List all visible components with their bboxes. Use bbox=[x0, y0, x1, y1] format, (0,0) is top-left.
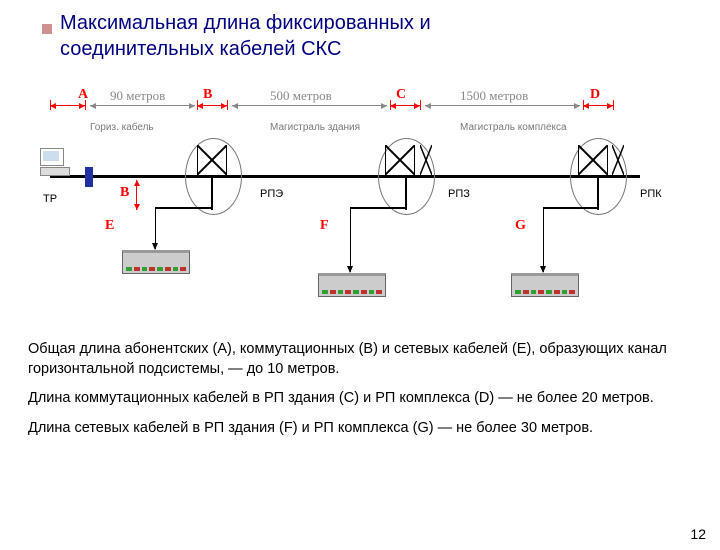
switch-icon bbox=[318, 273, 386, 297]
lbl-D: D bbox=[590, 87, 600, 103]
trunk-line bbox=[50, 175, 640, 178]
branch bbox=[155, 207, 213, 209]
computer-icon bbox=[40, 148, 70, 176]
scs-diagram: A 90 метров B 500 метров C 1500 метров D… bbox=[60, 85, 680, 325]
tick bbox=[197, 100, 198, 110]
arrow-90 bbox=[90, 105, 195, 106]
sub-mag-cmp: Магистраль комплекса bbox=[460, 122, 567, 133]
cross-connect-icon bbox=[578, 145, 608, 175]
sub-mag-bld: Магистраль здания bbox=[270, 122, 360, 133]
drop bbox=[155, 231, 156, 249]
tick bbox=[50, 100, 51, 110]
dist-1500: 1500 метров bbox=[460, 88, 528, 104]
drop bbox=[350, 207, 351, 272]
switch-icon bbox=[511, 273, 579, 297]
bullet-icon bbox=[42, 24, 52, 34]
abbr-rpe: РПЭ bbox=[260, 188, 283, 200]
lbl-A: A bbox=[78, 87, 88, 103]
cross-connect-icon bbox=[385, 145, 415, 175]
arrow-C bbox=[390, 105, 420, 106]
vline bbox=[155, 207, 156, 232]
lbl-G: G bbox=[515, 218, 526, 234]
arrow-D bbox=[583, 105, 613, 106]
tick bbox=[390, 100, 391, 110]
lbl-B2: B bbox=[120, 185, 129, 201]
drop bbox=[543, 207, 544, 272]
arrow-1500 bbox=[425, 105, 580, 106]
dist-500: 500 метров bbox=[270, 88, 332, 104]
arrow-Bv bbox=[136, 180, 137, 210]
branch bbox=[543, 207, 599, 209]
arrow-B bbox=[197, 105, 227, 106]
abbr-tr: ТР bbox=[43, 193, 57, 205]
lbl-B: B bbox=[203, 87, 212, 103]
tick bbox=[583, 100, 584, 110]
dist-90: 90 метров bbox=[110, 88, 165, 104]
abbr-rpz: РПЗ bbox=[448, 188, 470, 200]
sub-horiz: Гориз. кабель bbox=[90, 122, 154, 133]
tick bbox=[613, 100, 614, 110]
tick bbox=[85, 100, 86, 110]
para2: Длина коммутационных кабелей в РП здания… bbox=[28, 389, 692, 409]
wall-outlet-icon bbox=[85, 167, 93, 187]
switch-icon bbox=[122, 250, 190, 274]
cross-connect-icon bbox=[197, 145, 227, 175]
vline bbox=[211, 175, 213, 210]
title-line1: Максимальная длина фиксированных и bbox=[60, 12, 431, 34]
tick bbox=[227, 100, 228, 110]
lbl-E: E bbox=[105, 218, 114, 234]
abbr-rpk: РПК bbox=[640, 188, 662, 200]
title-line2: соединительных кабелей СКС bbox=[60, 38, 341, 60]
para3: Длина сетевых кабелей в РП здания (F) и … bbox=[28, 419, 692, 439]
para1: Общая длина абонентских (A), коммутацион… bbox=[28, 340, 692, 379]
tick bbox=[420, 100, 421, 110]
lbl-F: F bbox=[320, 218, 329, 234]
lbl-C: C bbox=[396, 87, 406, 103]
arrow-500 bbox=[232, 105, 387, 106]
description: Общая длина абонентских (A), коммутацион… bbox=[28, 340, 692, 448]
cross-connect-small bbox=[420, 145, 432, 175]
vline bbox=[597, 175, 599, 210]
cross-connect-small bbox=[612, 145, 624, 175]
branch bbox=[350, 207, 407, 209]
arrow-A bbox=[50, 105, 85, 106]
vline bbox=[405, 175, 407, 210]
